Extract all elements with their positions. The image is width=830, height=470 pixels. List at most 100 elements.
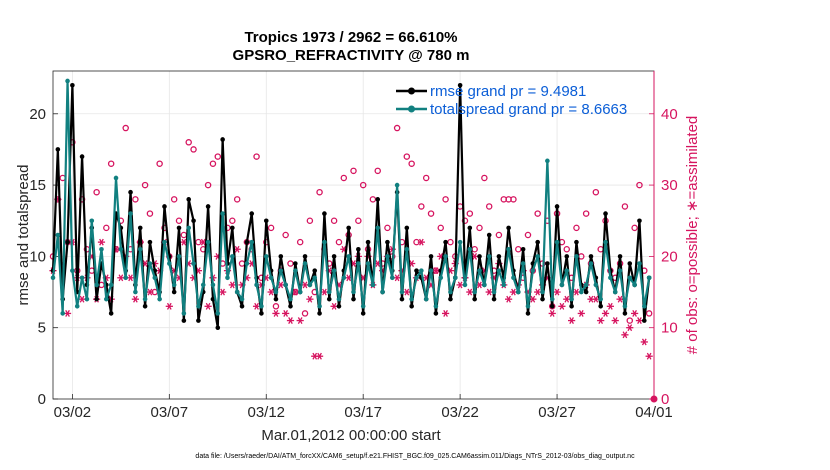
- possible-obs-marker: [524, 231, 532, 239]
- totalspread-point: [108, 282, 114, 288]
- x-tick-label: 03/07: [151, 404, 189, 421]
- totalspread-point: [312, 275, 318, 281]
- asterisk-stroke: [273, 309, 279, 317]
- asterisk-stroke: [486, 288, 492, 296]
- rmse-point: [186, 197, 192, 202]
- possible-obs-marker: [107, 160, 115, 167]
- totalspread-point: [404, 246, 410, 252]
- assimilated-obs-marker: [572, 288, 581, 296]
- ticks: 03/02 03/07 03/12 03/17 03/22 03/27 04/0105101…: [29, 71, 678, 421]
- totalspread-point: [428, 268, 434, 273]
- rmse-point: [249, 211, 255, 216]
- totalspread-point: [472, 289, 477, 295]
- y-tick-label: 5: [38, 320, 46, 337]
- assimilated-obs-marker: [504, 295, 513, 303]
- totalspread-point: [627, 275, 633, 281]
- rmse-point: [574, 239, 579, 245]
- possible-obs-marker: [393, 124, 401, 132]
- rmse-point: [540, 296, 545, 302]
- totalspread-point: [380, 289, 385, 295]
- possible-obs-marker: [330, 217, 338, 224]
- asterisk-stroke: [598, 317, 604, 325]
- series-layer: [49, 78, 658, 403]
- asterisk-stroke: [574, 288, 579, 296]
- rmse-point: [162, 204, 167, 209]
- rmse-point: [79, 154, 85, 159]
- asterisk-stroke: [200, 238, 206, 246]
- totalspread-point: [215, 311, 221, 316]
- possible-obs-marker: [156, 160, 163, 167]
- totalspread-point: [239, 296, 245, 302]
- assimilated-obs-marker: [282, 309, 290, 317]
- rmse-point: [477, 254, 482, 259]
- totalspread-point: [593, 282, 599, 288]
- possible-obs-marker: [93, 188, 100, 196]
- totalspread-point: [423, 296, 429, 302]
- totalspread-point: [496, 268, 502, 273]
- assimilated-obs-marker: [204, 302, 212, 310]
- assimilated-obs-marker: [301, 281, 309, 289]
- rmse-point: [627, 261, 633, 266]
- totalspread-point: [60, 311, 65, 316]
- rmse-point: [496, 254, 502, 259]
- possible-obs-marker: [146, 210, 154, 217]
- totalspread-point: [104, 296, 109, 302]
- asterisk-stroke: [578, 309, 584, 317]
- possible-obs-marker: [204, 181, 212, 189]
- asterisk-stroke: [506, 295, 511, 303]
- possible-obs-marker: [592, 188, 600, 196]
- rmse-point: [331, 254, 337, 259]
- possible-obs-marker: [626, 317, 634, 324]
- assimilated-obs-marker: [441, 309, 450, 317]
- rmse-point: [506, 225, 511, 231]
- rmse-point: [360, 311, 366, 316]
- asterisk-stroke: [278, 281, 284, 289]
- totalspread-line: [51, 79, 651, 315]
- asterisk-stroke: [404, 288, 410, 296]
- y-right-tick-label: 30: [661, 177, 678, 194]
- possible-obs-marker: [369, 196, 377, 203]
- totalspread-point: [147, 261, 153, 266]
- assimilated-obs-marker: [165, 302, 173, 310]
- totalspread-point: [433, 304, 439, 309]
- possible-obs-marker: [233, 196, 241, 203]
- totalspread-point: [341, 275, 347, 281]
- assimilated-obs-marker: [626, 324, 634, 332]
- asterisk-stroke: [394, 274, 400, 282]
- rmse-point: [273, 296, 279, 302]
- assimilated-obs-marker: [97, 238, 106, 246]
- asterisk-stroke: [467, 288, 473, 296]
- totalspread-point: [230, 254, 235, 259]
- rmse-point: [545, 261, 550, 266]
- possible-obs-marker: [253, 153, 260, 160]
- possible-obs-marker: [287, 260, 294, 267]
- rmse-point: [535, 239, 540, 245]
- totalspread-point: [55, 232, 61, 238]
- possible-obs-marker: [485, 203, 493, 210]
- totalspread-point: [74, 304, 80, 309]
- possible-obs-marker: [461, 217, 469, 224]
- totalspread-point: [273, 289, 279, 295]
- legend: rmse grand pr = 9.4981 totalspread grand…: [396, 83, 627, 118]
- asterisk-stroke: [608, 302, 613, 310]
- rmse-point: [147, 239, 153, 245]
- totalspread-point: [535, 254, 540, 259]
- assimilated-obs-marker: [592, 295, 600, 303]
- y-right-tick-label: 40: [661, 106, 678, 123]
- possible-obs-marker: [306, 217, 314, 224]
- x-axis-label: Mar.01,2012 00:00:00 start: [261, 427, 441, 444]
- totalspread-point: [162, 239, 167, 245]
- totalspread-point: [346, 254, 351, 259]
- totalspread-point: [467, 246, 473, 252]
- totalspread-point: [559, 282, 565, 288]
- asterisk-stroke: [622, 331, 628, 339]
- rmse-point: [583, 289, 589, 295]
- possible-obs-marker: [209, 160, 217, 167]
- rmse-point: [65, 239, 70, 245]
- totalspread-point: [530, 268, 536, 273]
- totalspread-point: [302, 261, 308, 266]
- rmse-point: [428, 254, 434, 259]
- rmse-point: [322, 211, 327, 216]
- asterisk-stroke: [433, 267, 439, 275]
- assimilated-obs-marker: [616, 295, 624, 303]
